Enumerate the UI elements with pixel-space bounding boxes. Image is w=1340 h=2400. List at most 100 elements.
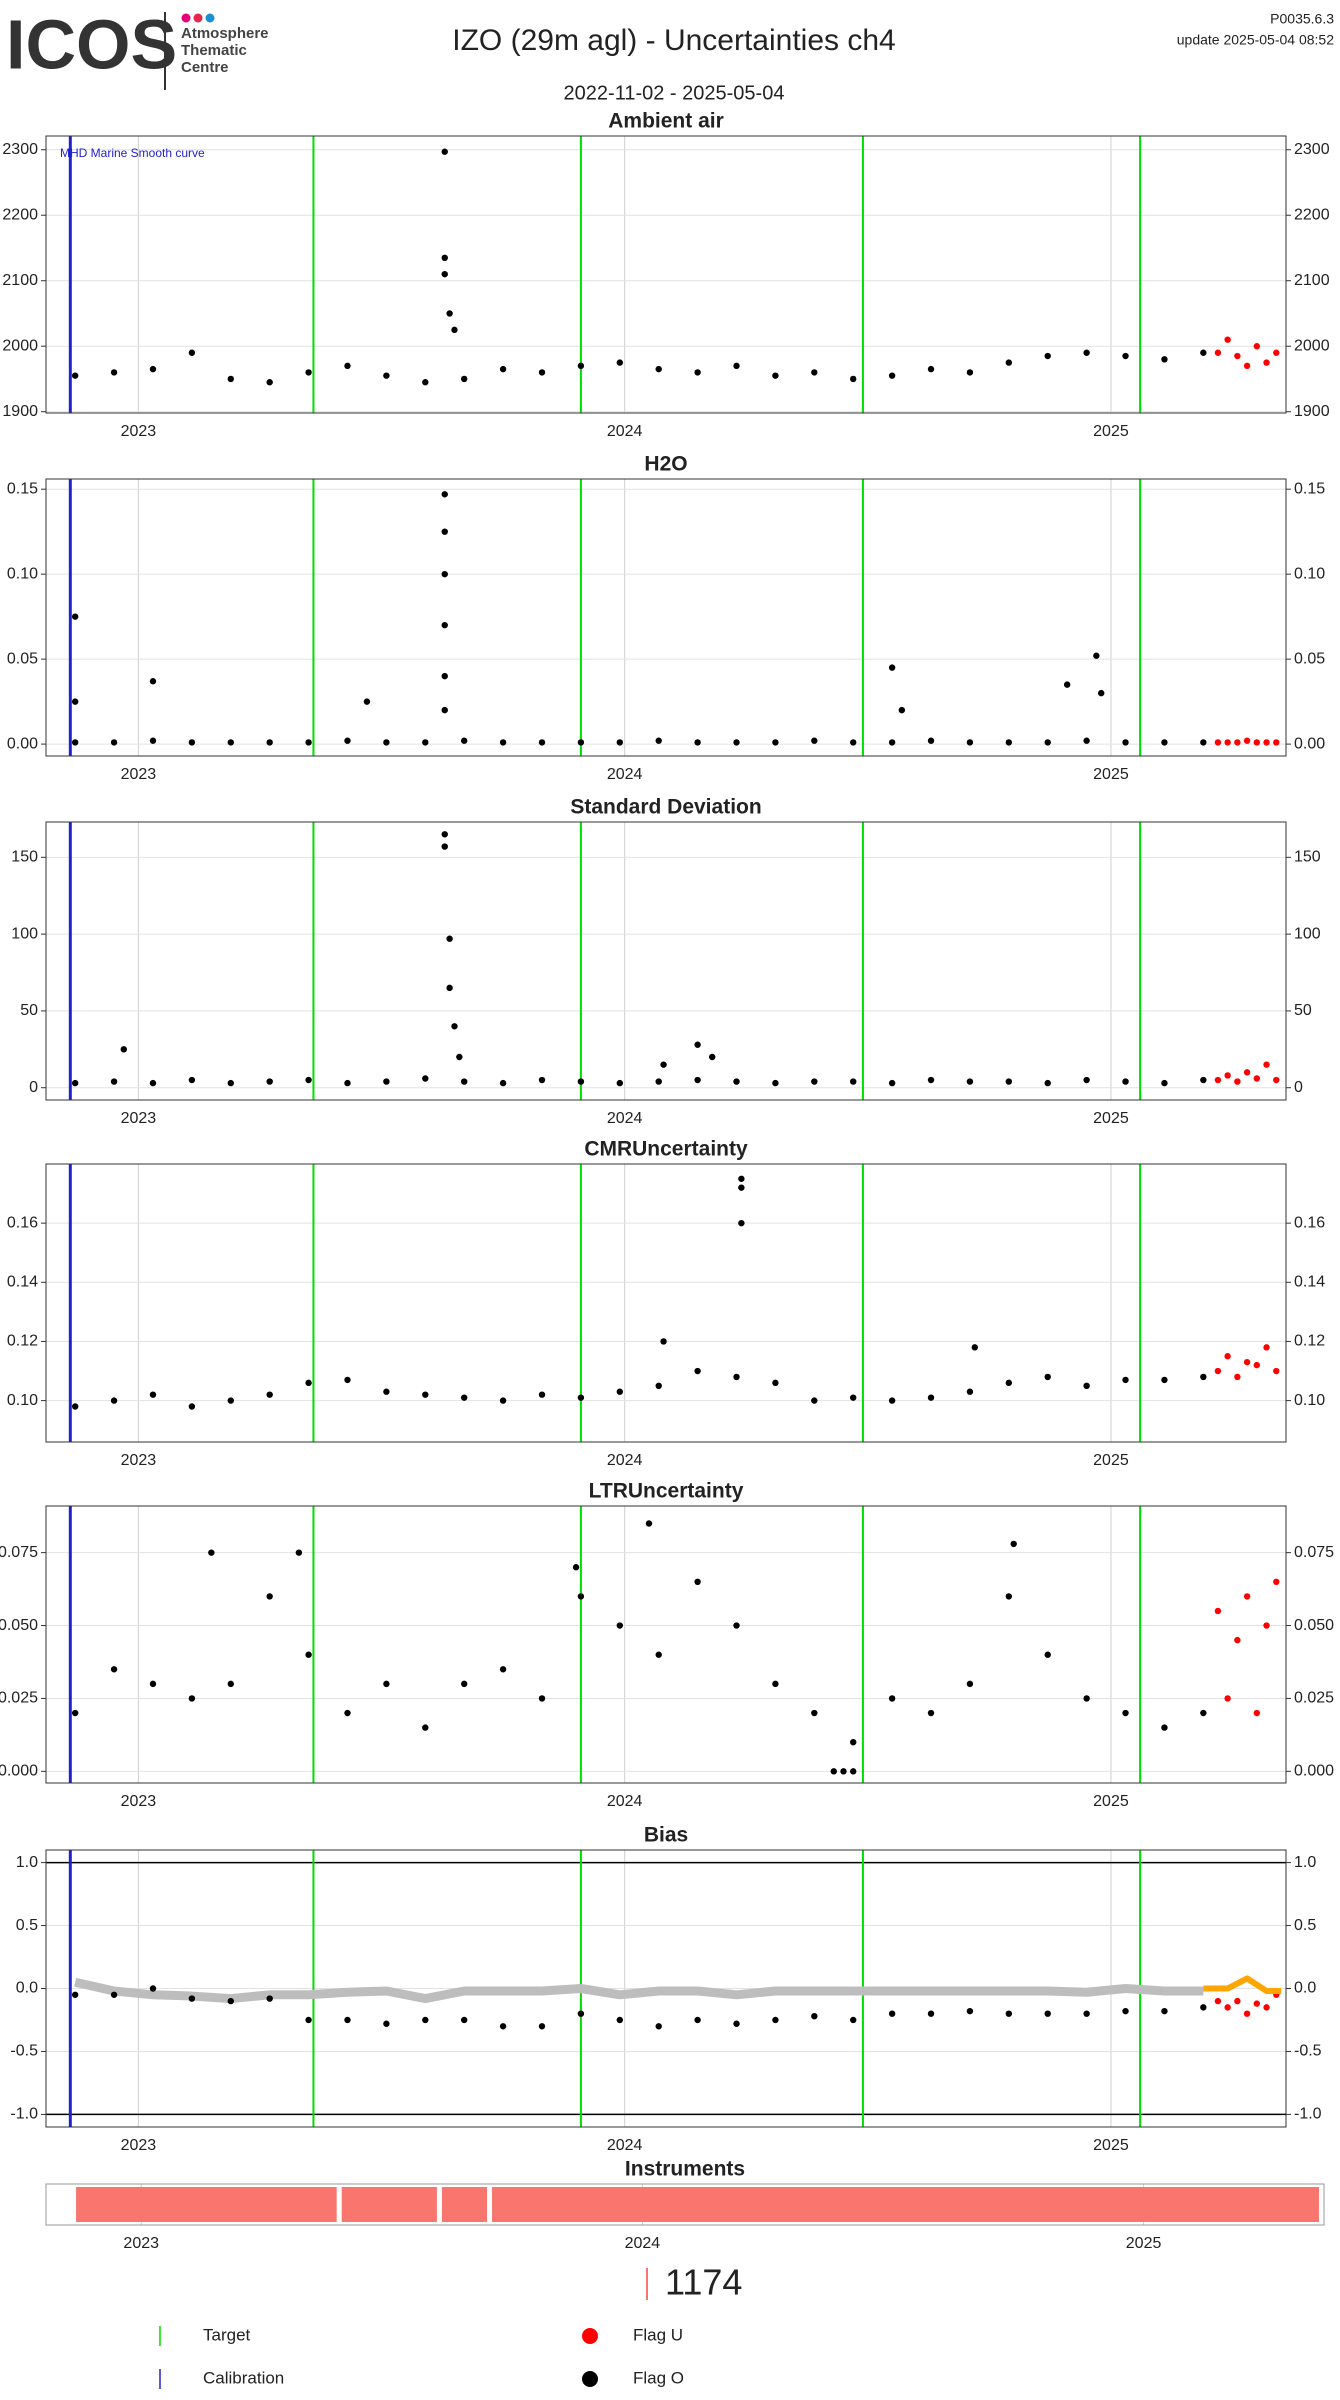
y-tick-label: 2200 — [2, 206, 38, 223]
y-tick-label: 1900 — [1294, 403, 1330, 420]
data-point — [120, 1046, 128, 1053]
data-point — [1214, 349, 1222, 356]
data-point — [538, 739, 546, 746]
data-point — [1044, 2010, 1051, 2017]
data-point — [966, 1680, 974, 1688]
data-point — [227, 739, 234, 746]
data-point — [1063, 681, 1071, 688]
data-point — [383, 372, 390, 379]
x-tick-label: 2025 — [1093, 1793, 1129, 1810]
data-point — [927, 737, 935, 744]
y-tick-label: 0.15 — [7, 480, 38, 497]
data-point — [733, 1078, 740, 1085]
data-point — [344, 1709, 351, 1717]
data-point — [1083, 737, 1090, 744]
data-point — [1200, 1373, 1207, 1381]
y-tick-label: 0.15 — [1294, 480, 1325, 497]
y-tick-label: 50 — [20, 1002, 38, 1019]
panel-frame — [45, 1163, 1287, 1443]
update-time: update 2025-05-04 08:52 — [1177, 32, 1334, 48]
legend-flag — [582, 2371, 598, 2387]
data-point — [772, 1379, 779, 1387]
data-point — [1044, 1651, 1051, 1658]
data-point — [577, 2010, 585, 2017]
data-point — [888, 664, 896, 671]
data-point — [830, 1768, 837, 1775]
data-point — [71, 1079, 79, 1087]
data-point — [460, 1680, 468, 1688]
data-point — [577, 739, 585, 746]
data-point — [441, 621, 448, 629]
version: P0035.6.3 — [1270, 11, 1334, 27]
data-point — [660, 1338, 667, 1345]
data-point — [227, 1680, 234, 1688]
data-point — [772, 372, 779, 379]
data-point — [266, 1391, 273, 1398]
data-point — [71, 613, 79, 620]
data-point — [1005, 1078, 1013, 1085]
data-point — [446, 310, 453, 317]
data-point — [733, 1622, 740, 1629]
data-point — [733, 2020, 740, 2027]
data-point — [1161, 1376, 1168, 1384]
data-point — [1224, 2004, 1231, 2011]
y-tick-label: 0.0 — [1294, 1980, 1316, 1997]
y-tick-label: 0.12 — [7, 1333, 38, 1350]
data-point — [1200, 2004, 1207, 2011]
data-point — [441, 831, 448, 838]
data-point — [1161, 356, 1168, 363]
data-point — [1243, 1358, 1251, 1366]
data-point — [694, 369, 701, 376]
y-tick-label: 2300 — [1294, 141, 1330, 158]
y-tick-label: 0.0 — [16, 1980, 38, 1997]
data-point — [1214, 1607, 1222, 1615]
data-point — [344, 1079, 351, 1087]
data-point — [460, 1394, 468, 1401]
y-tick-label: 100 — [1294, 925, 1321, 942]
data-point — [499, 739, 507, 746]
data-point — [441, 706, 448, 714]
data-point — [1263, 2004, 1270, 2011]
x-tick-label: 2024 — [607, 1793, 643, 1810]
title: IZO (29m agl) - Uncertainties ch4 — [452, 24, 895, 57]
data-point — [110, 369, 118, 376]
data-point — [1200, 739, 1207, 746]
data-point — [1005, 1593, 1013, 1600]
data-point — [305, 739, 312, 746]
data-point — [295, 1549, 303, 1556]
x-tick-label: 2023 — [123, 2235, 159, 2252]
data-point — [655, 365, 662, 373]
data-point — [188, 349, 196, 356]
data-point — [811, 1397, 818, 1404]
data-point — [1122, 2007, 1129, 2015]
legend-label: Flag O — [633, 2368, 684, 2387]
data-point — [456, 1053, 463, 1061]
data-point — [383, 2020, 390, 2027]
series-line — [74, 1977, 1204, 2004]
data-point — [1243, 1593, 1251, 1600]
data-point — [71, 739, 79, 746]
y-tick-label: 0.10 — [7, 565, 38, 582]
x-tick-label: 2024 — [607, 2137, 643, 2154]
data-point — [888, 2010, 896, 2017]
data-point — [840, 1768, 847, 1775]
y-tick-label: 0.05 — [1294, 650, 1325, 667]
data-point — [927, 1394, 935, 1401]
data-point — [227, 1079, 234, 1087]
y-tick-label: 50 — [1294, 1002, 1312, 1019]
data-point — [149, 1079, 157, 1087]
x-tick-label: 2025 — [1093, 2137, 1129, 2154]
y-tick-label: 0.000 — [1294, 1763, 1334, 1780]
data-point — [383, 739, 390, 746]
y-tick-label: 1900 — [2, 403, 38, 420]
data-point — [772, 2016, 779, 2024]
data-point — [850, 739, 857, 746]
data-point — [110, 739, 118, 746]
x-tick-label: 2023 — [121, 2137, 157, 2154]
logo-dot — [205, 13, 215, 23]
y-tick-label: 0.10 — [1294, 1392, 1325, 1409]
y-tick-label: 0.000 — [0, 1763, 38, 1780]
x-tick-label: 2025 — [1126, 2235, 1162, 2252]
series-line — [1203, 1975, 1282, 1995]
